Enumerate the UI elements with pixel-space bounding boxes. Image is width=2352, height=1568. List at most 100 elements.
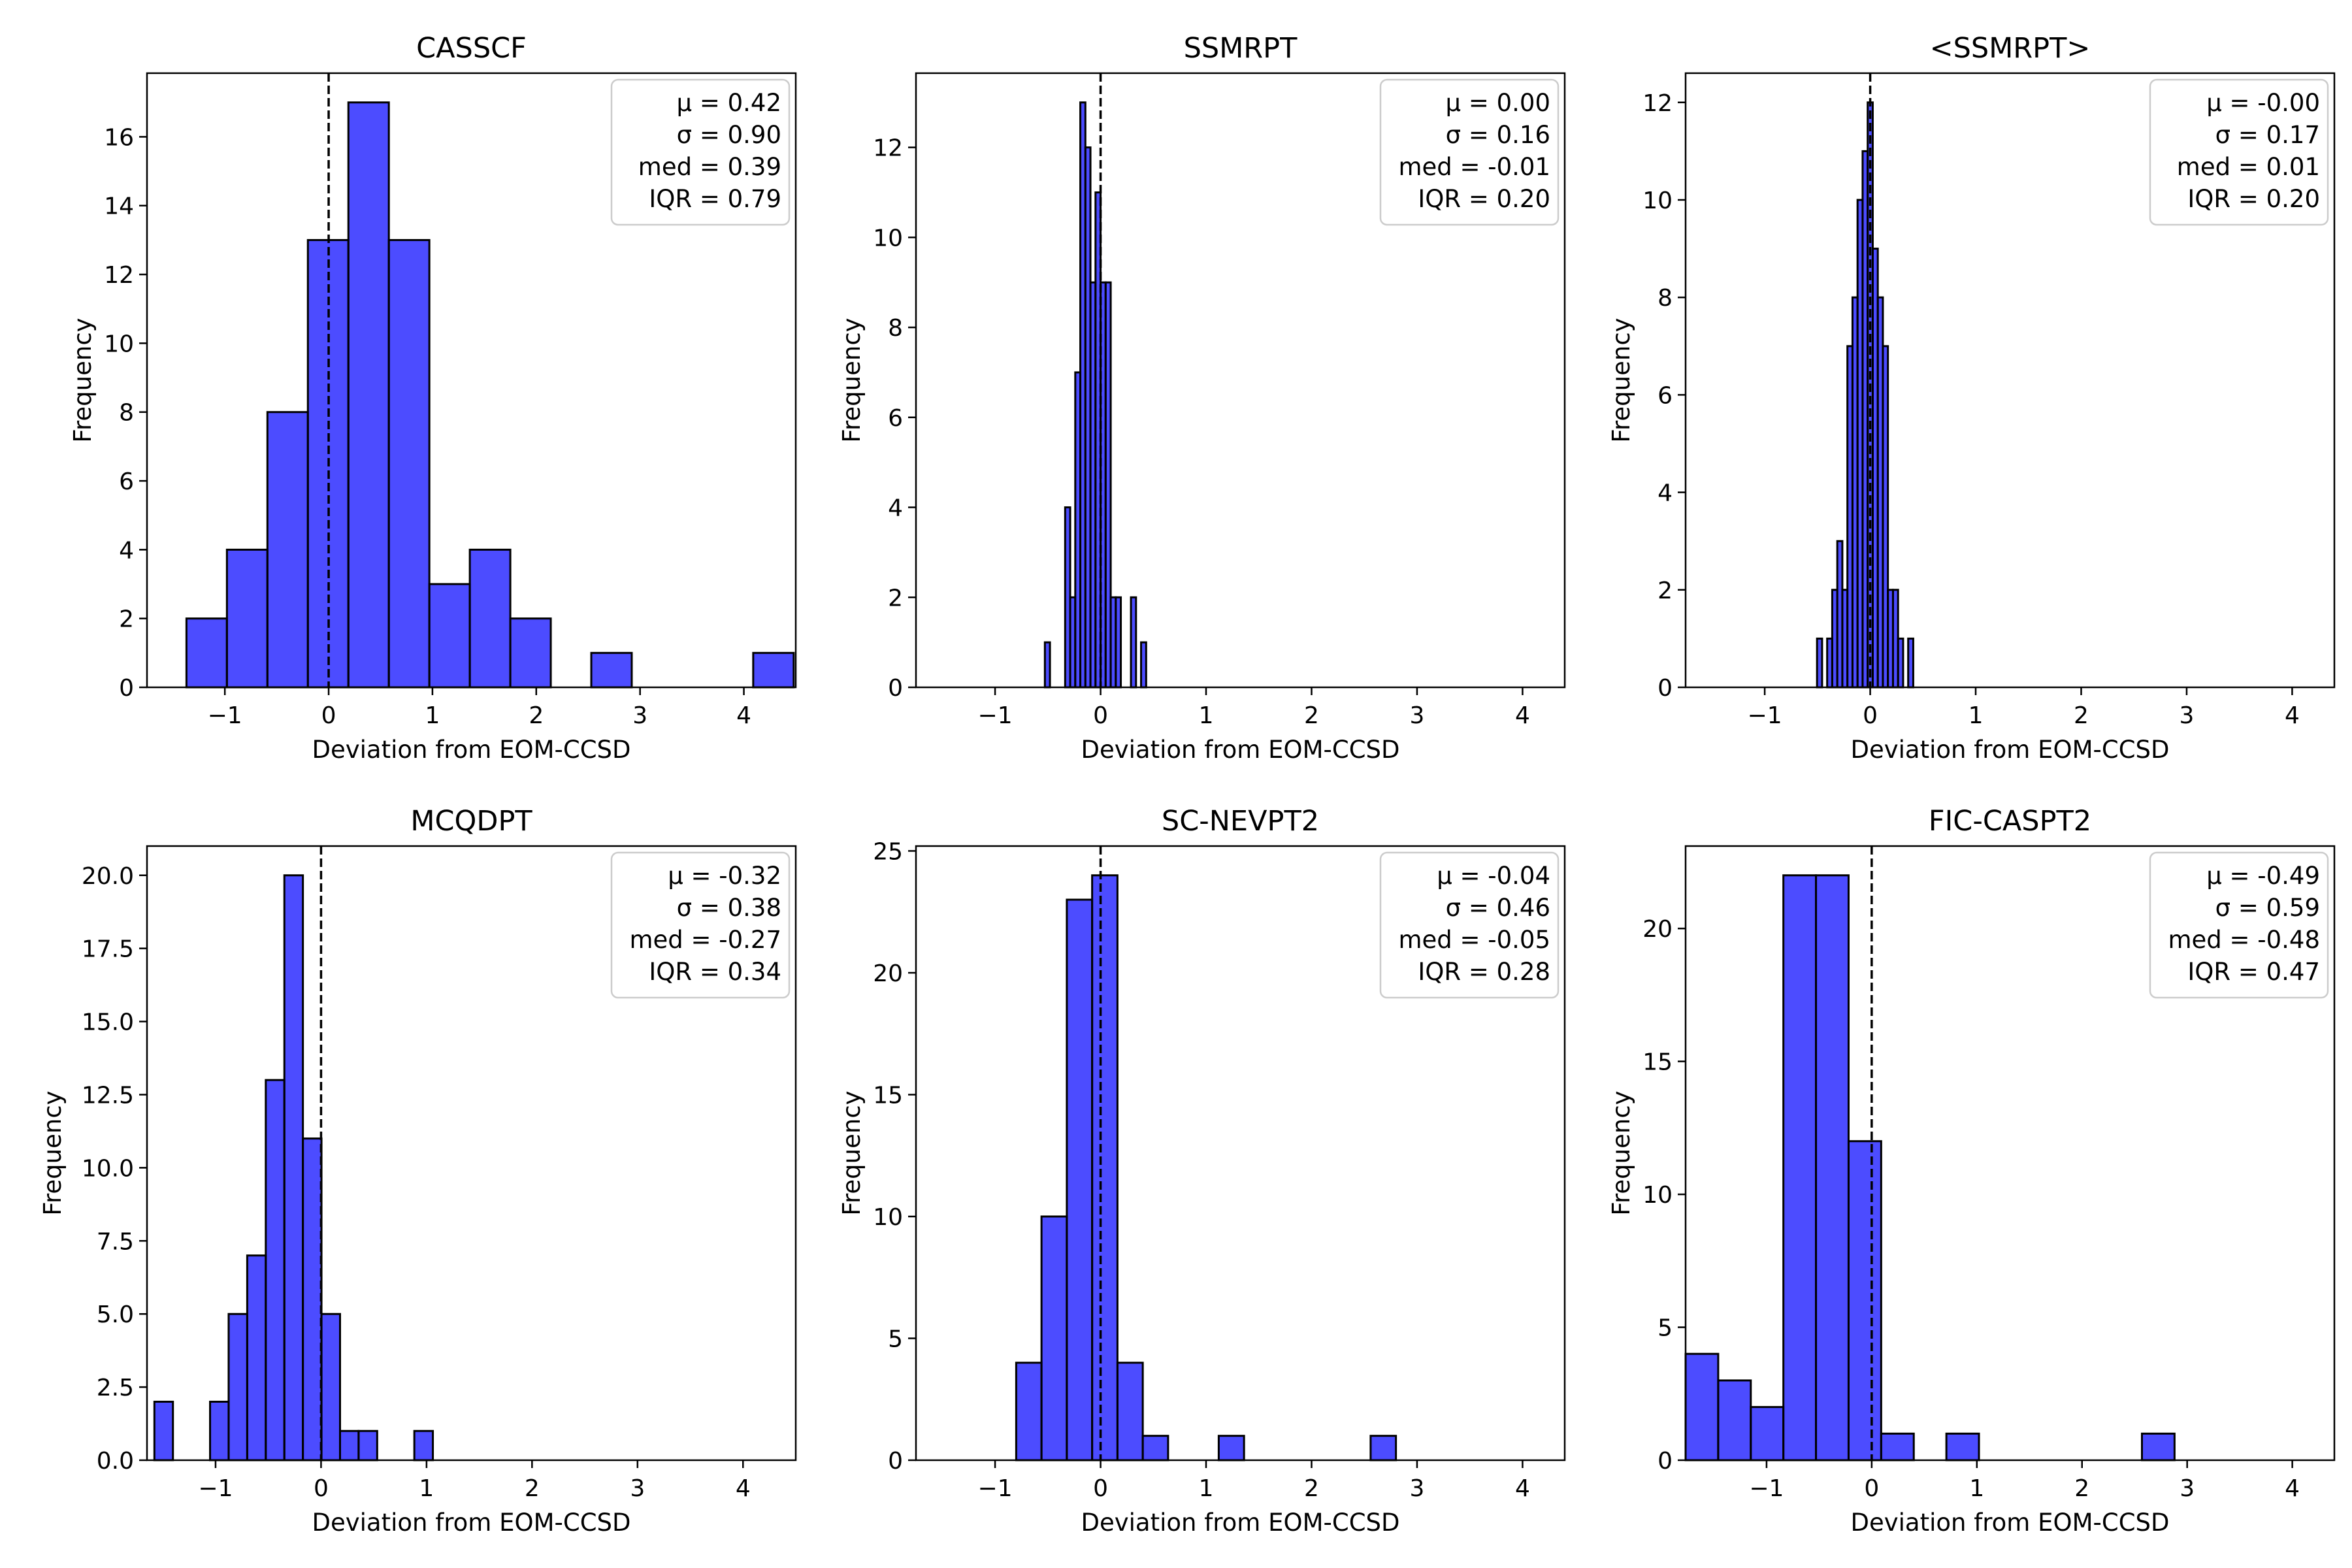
stats-box [610, 851, 791, 999]
y-tick-label: 20 [1642, 916, 1673, 943]
histogram-bar [1015, 1362, 1043, 1462]
histogram-bar [1750, 1406, 1785, 1462]
y-tick-label: 7.5 [97, 1228, 134, 1255]
subplot-5: −1 0 1 2 3 4 0 5 10 15 20 25 SC-NEVPT2 Deviation from… [838, 805, 1566, 1537]
y-tick-label: 2 [888, 585, 903, 612]
x-tick-label: 2 [1304, 702, 1319, 729]
histogram-bar [209, 1400, 230, 1462]
y-tick-label: 12.5 [82, 1082, 134, 1109]
y-tick-label: 0 [888, 675, 903, 702]
histogram-bar [225, 548, 269, 689]
x-tick-label: 2 [529, 702, 544, 729]
axes-frame [915, 845, 1566, 1462]
x-tick-label: 1 [419, 1475, 434, 1502]
histogram-bar [387, 238, 431, 689]
x-tick-label: −1 [978, 1475, 1013, 1502]
stats-line: med = -0.27 [629, 926, 781, 954]
histogram-bar [1115, 596, 1122, 689]
histogram-bar [752, 651, 795, 689]
stats-line: IQR = 0.79 [649, 185, 781, 213]
histogram-bar [1141, 1435, 1169, 1462]
histogram-bar [266, 411, 309, 689]
x-tick-label: −1 [198, 1475, 233, 1502]
y-tick-label: 10 [1642, 188, 1673, 214]
axes-frame [1684, 845, 2336, 1462]
stats-line: IQR = 0.20 [2187, 185, 2320, 213]
histogram-bar [302, 1137, 323, 1462]
stats-line: σ = 0.16 [1446, 121, 1550, 149]
stats-line: IQR = 0.47 [2187, 958, 2320, 986]
histogram-bar [1717, 1379, 1752, 1462]
x-axis-label: Deviation from EOM-CCSD [1850, 1509, 2169, 1537]
stats-line: med = -0.01 [1398, 153, 1550, 181]
x-tick-label: 2 [2074, 1475, 2089, 1502]
y-tick-label: 6 [119, 468, 134, 495]
x-axis-label: Deviation from EOM-CCSD [312, 736, 630, 764]
y-tick-label: 15.0 [82, 1009, 134, 1036]
x-tick-label: 1 [1968, 702, 1984, 729]
x-axis-label: Deviation from EOM-CCSD [1081, 1509, 1399, 1537]
stats-box [1379, 851, 1560, 999]
stats-line: IQR = 0.34 [649, 958, 781, 986]
y-tick-label: 10 [1642, 1182, 1673, 1209]
x-tick-label: −1 [1748, 702, 1782, 729]
histogram-bar [428, 583, 471, 689]
histogram-bar [1815, 874, 1850, 1462]
x-tick-label: 3 [2180, 1475, 2195, 1502]
stats-line: med = -0.48 [2168, 926, 2320, 954]
stats-line: σ = 0.46 [1446, 894, 1550, 922]
histogram-bar [1684, 1352, 1720, 1462]
y-tick-label: 2 [119, 606, 134, 633]
subplot-4: −1 0 1 2 3 4 0.0 2.5 5.0 7.5 10.0 12.5 15.0 17.5 20.0 M… [39, 805, 797, 1537]
x-tick-label: 4 [1515, 702, 1530, 729]
stats-line: IQR = 0.20 [1418, 185, 1550, 213]
x-axis-label: Deviation from EOM-CCSD [1850, 736, 2169, 764]
axes-frame [1684, 72, 2336, 689]
stats-line: med = -0.05 [1398, 926, 1550, 954]
y-tick-label: 15 [873, 1082, 903, 1109]
x-tick-label: 2 [1304, 1475, 1319, 1502]
x-tick-label: −1 [978, 702, 1013, 729]
y-tick-label: 8 [888, 315, 903, 342]
y-tick-label: 5 [888, 1326, 903, 1352]
histogram-bar [153, 1400, 174, 1462]
histogram-bar [347, 101, 390, 689]
stats-box [1379, 78, 1560, 226]
x-tick-label: 0 [1093, 1475, 1108, 1502]
histogram-bar [1907, 637, 1914, 689]
y-tick-label: 5.0 [97, 1301, 134, 1328]
x-tick-label: 1 [1199, 1475, 1214, 1502]
y-axis-label: Frequency [1607, 1090, 1635, 1215]
y-tick-label: 6 [1658, 382, 1673, 409]
histogram-bar [1140, 641, 1147, 689]
x-tick-label: 4 [2285, 702, 2300, 729]
y-tick-label: 8 [119, 400, 134, 427]
stats-line: σ = 0.59 [2215, 894, 2320, 922]
x-tick-label: 0 [314, 1475, 329, 1502]
y-tick-label: 0 [119, 675, 134, 702]
x-tick-label: 4 [1515, 1475, 1530, 1502]
x-tick-label: 1 [1969, 1475, 1984, 1502]
histogram-bar [357, 1429, 378, 1462]
subplot-title: <SSMRPT> [1930, 32, 2091, 65]
y-tick-label: 4 [1658, 480, 1673, 507]
histogram-bar [1091, 874, 1119, 1462]
stats-line: μ = 0.42 [677, 89, 781, 117]
x-axis-label: Deviation from EOM-CCSD [1081, 736, 1399, 764]
histogram-bar [320, 1313, 341, 1462]
y-tick-label: 14 [104, 193, 134, 220]
y-tick-label: 8 [1658, 285, 1673, 312]
subplot-title: MCQDPT [410, 805, 532, 838]
y-tick-label: 4 [119, 537, 134, 564]
y-tick-label: 0.0 [97, 1448, 134, 1475]
histogram-bar [265, 1079, 286, 1462]
histogram-bar [227, 1313, 248, 1462]
subplot-title: SSMRPT [1184, 32, 1298, 65]
stats-box [2149, 851, 2329, 999]
x-tick-label: 1 [1199, 702, 1214, 729]
y-axis-label: Frequency [838, 318, 866, 442]
histogram-bar [1066, 898, 1094, 1462]
stats-line: σ = 0.38 [677, 894, 781, 922]
